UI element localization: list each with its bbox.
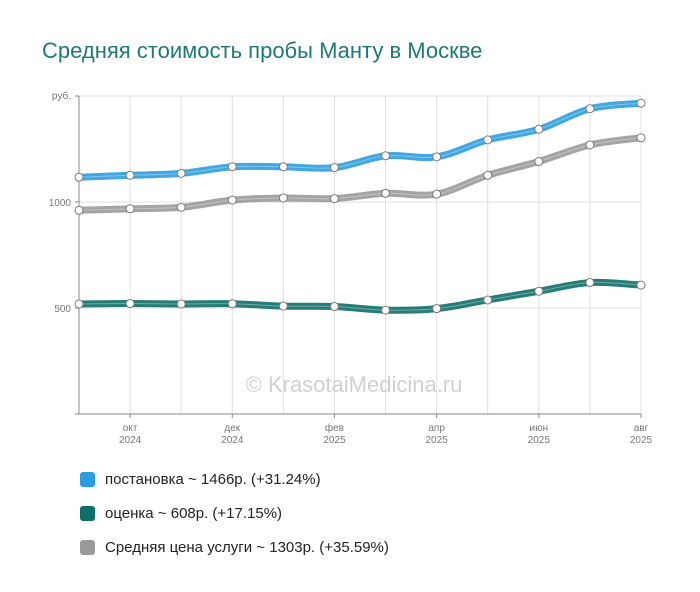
chart-title: Средняя стоимость пробы Манту в Москве: [42, 38, 483, 63]
data-point-postanovka: [176, 168, 186, 178]
data-point-postanovka: [483, 135, 493, 145]
data-point-ocenka: [278, 301, 288, 311]
y-unit-label: руб.: [52, 90, 71, 102]
data-point-postanovka: [125, 170, 135, 180]
legend-swatch: [80, 505, 95, 521]
data-point-postanovka: [329, 163, 339, 173]
series-group: [74, 98, 646, 315]
series-line-ocenka: [75, 278, 645, 314]
data-point-avg: [176, 202, 186, 212]
data-point-ocenka: [585, 278, 595, 288]
data-point-avg: [534, 157, 544, 167]
x-tick-year: 2025: [323, 435, 346, 446]
data-point-avg: [636, 133, 646, 143]
y-tick-label: 1000: [49, 198, 72, 209]
data-point-postanovka: [74, 172, 84, 182]
data-point-avg: [74, 205, 84, 215]
data-point-avg: [483, 170, 493, 180]
watermark: © KrasotaiMedicina.ru: [246, 372, 463, 397]
series-line-highlight-postanovka: [78, 102, 642, 178]
series-line-postanovka: [75, 99, 645, 181]
legend-swatch: [80, 471, 95, 487]
data-point-avg: [125, 204, 135, 214]
data-point-avg: [227, 195, 237, 205]
data-point-postanovka: [534, 124, 544, 134]
data-point-ocenka: [125, 299, 135, 309]
legend-item-avg: Средняя цена услуги ~ 1303р. (+35.59%): [80, 530, 389, 564]
data-point-postanovka: [227, 162, 237, 172]
x-tick-year: 2024: [119, 435, 142, 446]
data-point-postanovka: [381, 151, 391, 161]
data-point-ocenka: [329, 302, 339, 312]
data-point-postanovka: [636, 98, 646, 108]
legend-label: оценка ~ 608р. (+17.15%): [105, 504, 283, 522]
x-tick-year: 2025: [630, 435, 653, 446]
grid: [78, 95, 642, 414]
x-tick-month: фев: [325, 422, 344, 434]
legend: постановка ~ 1466р. (+31.24%) оценка ~ 60…: [80, 462, 389, 564]
x-tick-month: апр: [428, 423, 445, 434]
data-point-avg: [329, 194, 339, 204]
axes: 1000500руб.окт2024дек2024фев2025апр2025и…: [49, 90, 653, 446]
data-point-ocenka: [74, 299, 84, 309]
data-point-ocenka: [483, 295, 493, 305]
data-point-avg: [432, 189, 442, 199]
x-tick-month: дек: [224, 423, 240, 434]
legend-label: постановка ~ 1466р. (+31.24%): [105, 470, 321, 488]
data-point-ocenka: [636, 280, 646, 290]
data-point-avg: [585, 140, 595, 150]
data-point-postanovka: [432, 152, 442, 162]
data-point-postanovka: [278, 162, 288, 172]
data-point-avg: [381, 188, 391, 198]
x-tick-month: июн: [530, 423, 549, 434]
x-tick-month: авг: [634, 423, 649, 434]
data-point-ocenka: [227, 299, 237, 309]
x-tick-year: 2025: [528, 435, 551, 446]
data-point-ocenka: [176, 299, 186, 309]
data-point-postanovka: [585, 104, 595, 114]
data-point-ocenka: [381, 305, 391, 315]
legend-label: Средняя цена услуги ~ 1303р. (+35.59%): [105, 538, 389, 556]
x-tick-month: окт: [123, 423, 138, 434]
data-point-ocenka: [534, 286, 544, 296]
x-tick-year: 2025: [426, 435, 449, 446]
legend-item-ocenka: оценка ~ 608р. (+17.15%): [80, 496, 389, 530]
x-tick-year: 2024: [221, 435, 244, 446]
data-point-avg: [278, 193, 288, 203]
legend-item-postanovka: постановка ~ 1466р. (+31.24%): [80, 462, 389, 496]
data-point-ocenka: [432, 304, 442, 314]
legend-swatch: [80, 539, 95, 555]
y-tick-label: 500: [54, 304, 71, 315]
